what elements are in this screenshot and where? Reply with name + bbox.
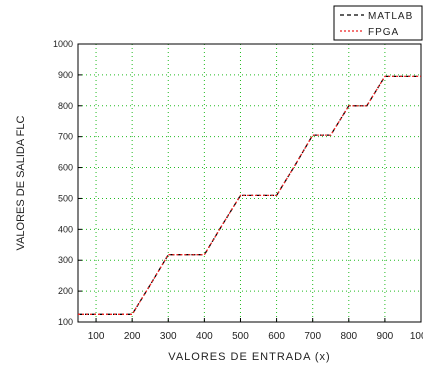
x-tick-label: 100 — [88, 331, 105, 342]
y-tick-label: 400 — [58, 224, 73, 234]
legend: MATLAB FPGA — [333, 5, 423, 41]
x-tick-label: 600 — [268, 331, 285, 342]
y-tick-label: 100 — [58, 317, 73, 327]
legend-label-fpga: FPGA — [368, 27, 399, 38]
x-tick-label: 300 — [160, 331, 177, 342]
series-line-fpga — [78, 75, 421, 315]
y-axis-label: VALORES DE SALIDA FLC — [15, 115, 27, 250]
x-tick-label: 500 — [232, 331, 249, 342]
y-tick-label: 1000 — [53, 39, 73, 49]
x-tick-label: 1000 — [410, 331, 423, 342]
legend-label-matlab: MATLAB — [368, 11, 413, 22]
series-line-matlab — [78, 75, 421, 315]
x-axis-label: VALORES DE ENTRADA (x) — [168, 351, 330, 363]
y-tick-label: 900 — [58, 70, 73, 80]
tick-layer: 100 200 300 400 500 600 700 800 900 1000 100 200 300… — [53, 39, 423, 342]
x-tick-label: 400 — [196, 331, 213, 342]
x-tick-label: 700 — [304, 331, 321, 342]
y-tick-label: 500 — [58, 193, 73, 203]
plot-frame — [77, 43, 422, 323]
series-layer — [78, 75, 421, 315]
x-tick-label: 200 — [124, 331, 141, 342]
y-tick-label: 200 — [58, 286, 73, 296]
grid-layer — [78, 43, 422, 323]
legend-box — [333, 5, 423, 41]
y-tick-label: 300 — [58, 255, 73, 265]
y-tick-label: 800 — [58, 101, 73, 111]
y-tick-label: 700 — [58, 132, 73, 142]
x-tick-label: 900 — [377, 331, 394, 342]
x-tick-label: 800 — [340, 331, 357, 342]
y-tick-label: 600 — [58, 163, 73, 173]
